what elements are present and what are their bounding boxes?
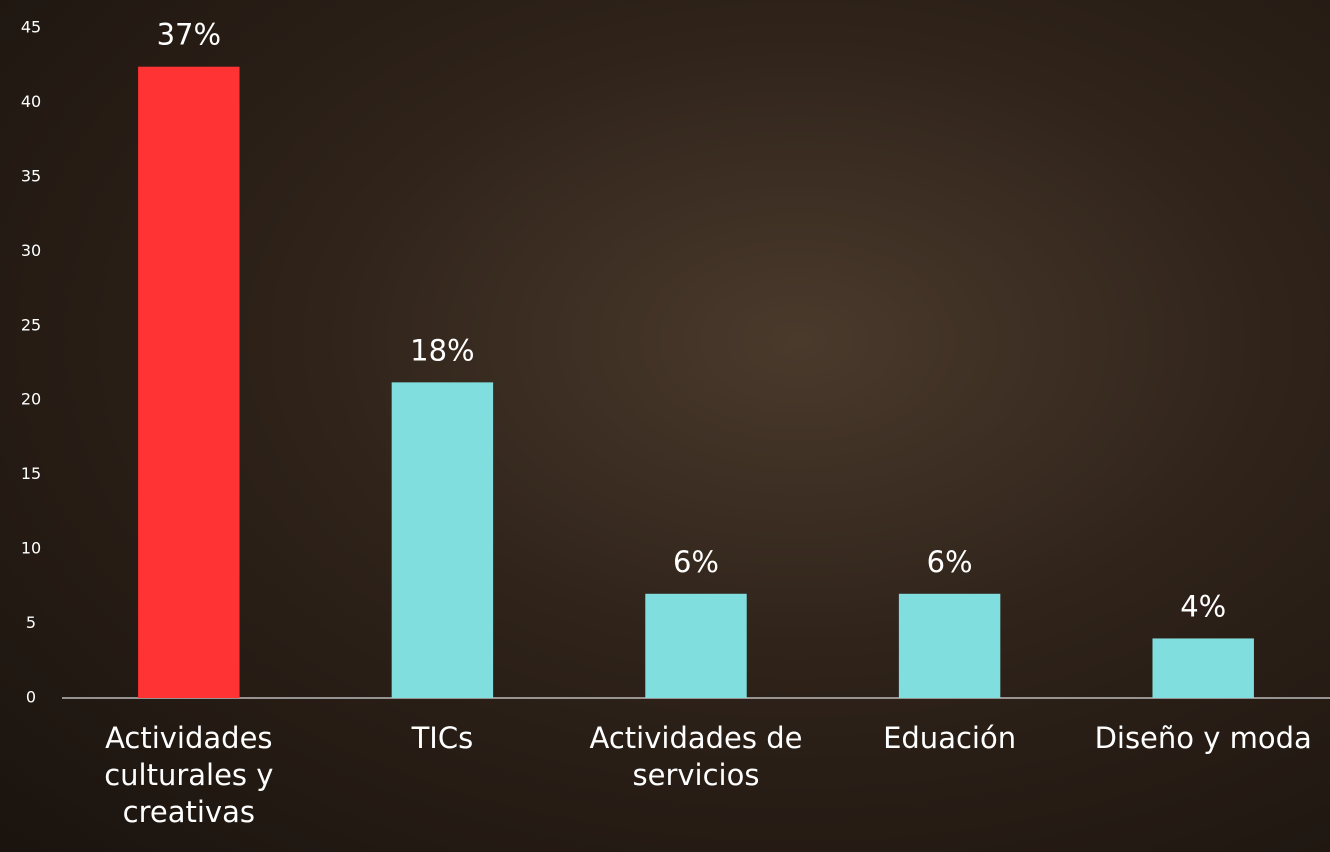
y-tick-label: 30 xyxy=(21,241,41,260)
y-tick-label: 5 xyxy=(26,613,36,632)
data-label: 4% xyxy=(1180,589,1226,623)
y-tick-label: 10 xyxy=(21,539,41,558)
x-tick-label: Actividades culturales y creativas xyxy=(104,721,274,829)
bar xyxy=(138,66,240,698)
bar xyxy=(898,593,1001,698)
data-label: 37% xyxy=(157,18,221,52)
bar xyxy=(1152,638,1254,698)
x-tick-label: Actividades de servicios xyxy=(589,721,803,792)
data-label: 6% xyxy=(927,545,973,579)
y-tick-label: 15 xyxy=(21,464,41,483)
y-tick-label: 45 xyxy=(21,18,41,37)
x-tick-label: Eduación xyxy=(883,721,1017,755)
data-label: 6% xyxy=(673,545,719,579)
y-tick-label: 20 xyxy=(21,390,41,409)
y-tick-label: 35 xyxy=(21,166,41,185)
bar xyxy=(391,382,494,698)
y-tick-label: 40 xyxy=(21,92,41,111)
data-label: 18% xyxy=(410,333,474,367)
y-tick-label: 25 xyxy=(21,315,41,334)
x-tick-label: Diseño y moda xyxy=(1094,721,1312,755)
x-tick-label: TICs xyxy=(411,721,474,755)
y-tick-label: 0 xyxy=(26,688,36,707)
bar xyxy=(645,593,747,698)
